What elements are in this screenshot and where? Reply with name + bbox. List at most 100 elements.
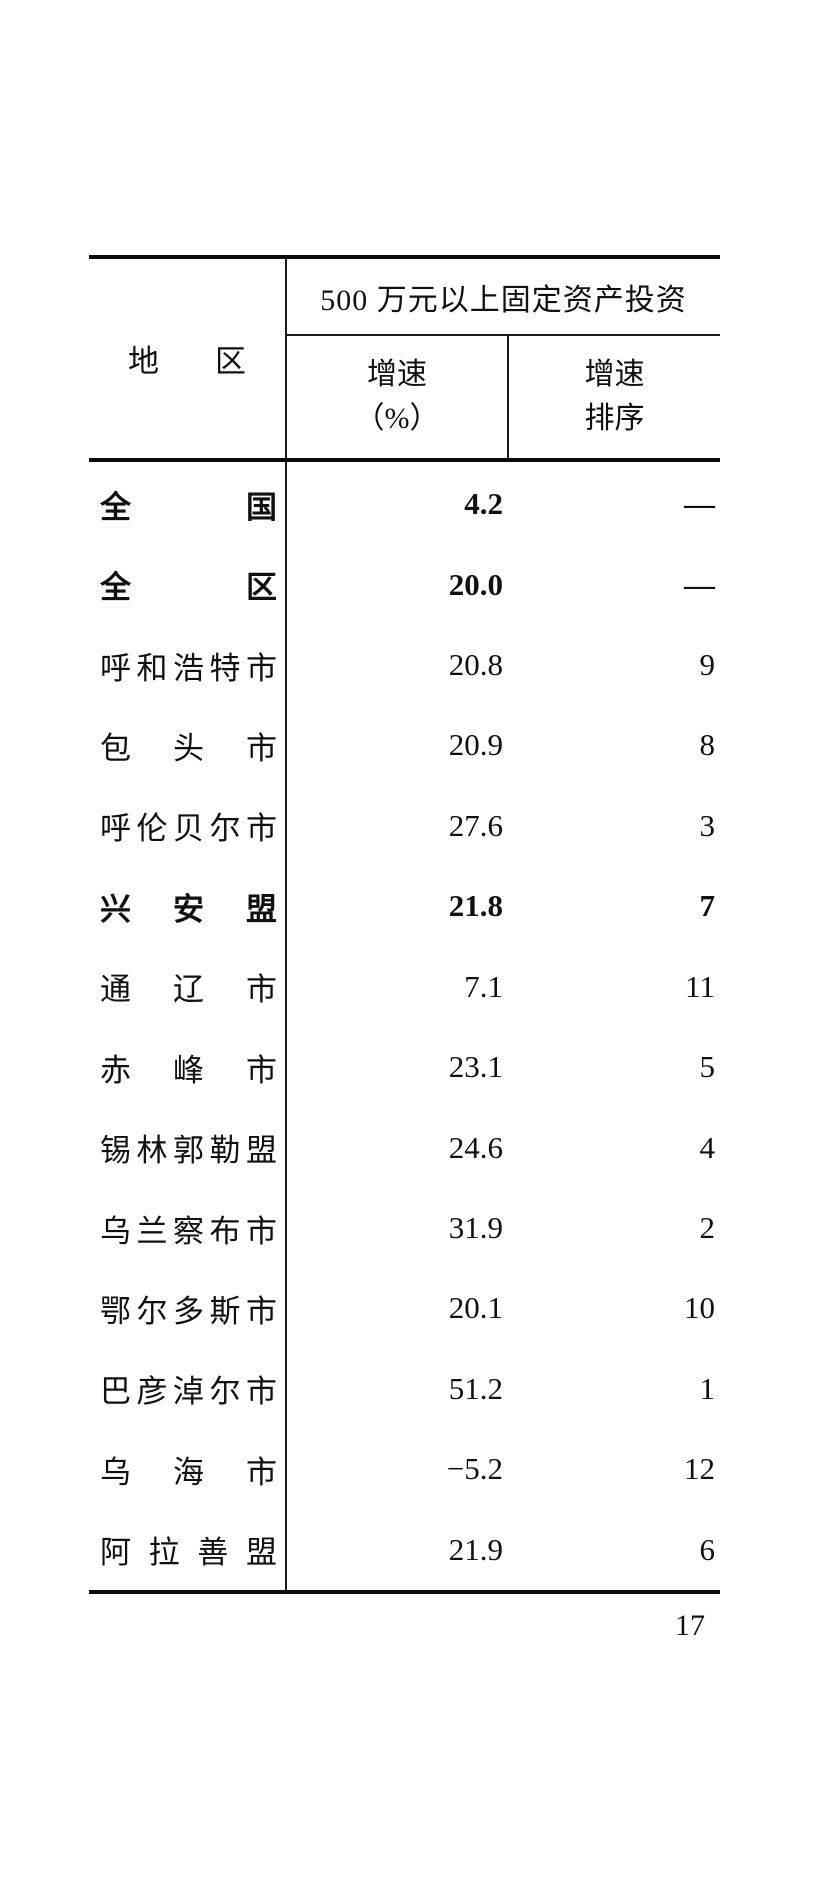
region-name: 呼伦贝尔市 <box>89 803 287 848</box>
region-name: 呼和浩特市 <box>89 643 287 688</box>
table-row: 鄂尔多斯市 20.1 10 <box>89 1268 720 1348</box>
growth-value: 20.0 <box>448 566 503 602</box>
region-name-char: 头 <box>173 730 204 766</box>
table-row: 兴 安 盟 21.8 7 <box>89 866 720 946</box>
rank-value: 1 <box>699 1370 716 1406</box>
region-name-char: 伦 <box>136 811 168 847</box>
region-name-char: 锡 <box>100 1133 131 1169</box>
region-name-char: 盟 <box>245 1535 277 1571</box>
region-name-char: 盟 <box>246 1133 277 1169</box>
region-name-char: 尔 <box>136 1293 168 1329</box>
table-row: 全区 20.0 — <box>89 544 720 624</box>
rank-header-line2: 排序 <box>584 402 645 435</box>
table-row: 通 辽 市 7.1 11 <box>89 947 720 1027</box>
subheader-divider-line <box>507 336 509 460</box>
region-name-char: 察 <box>173 1213 204 1249</box>
growth-value: 7.1 <box>464 968 503 1004</box>
region-name-char: 尔 <box>209 1374 241 1410</box>
region-name-char: 乌 <box>100 1454 131 1490</box>
region-name-char: 彦 <box>136 1374 168 1410</box>
table-row: 阿拉善盟 21.9 6 <box>89 1509 720 1589</box>
region-name: 鄂尔多斯市 <box>89 1286 287 1331</box>
growth-value: 20.9 <box>448 727 503 763</box>
region-name: 兴安盟 <box>89 884 287 929</box>
region-name-char: 阿 <box>100 1535 131 1571</box>
region-name-char: 通 <box>100 972 131 1008</box>
region-name-char: 市 <box>246 811 277 847</box>
region-name-char: 包 <box>100 730 131 766</box>
table-row: 全国 4.2 — <box>89 464 720 544</box>
rank-value: 4 <box>699 1129 716 1165</box>
growth-rate-column-header-cell: 增速 （%） <box>287 336 507 458</box>
region-name-char: 和 <box>136 650 168 686</box>
region-name-char: 郭 <box>173 1133 204 1169</box>
region-name-char: 国 <box>246 489 277 525</box>
region-name-char: 布 <box>209 1213 241 1249</box>
region-name: 全区 <box>89 562 287 607</box>
region-column-header-cell: 地区 <box>89 259 285 458</box>
table-row: 呼伦贝尔市 27.6 3 <box>89 786 720 866</box>
table-row: 乌 海 市 −5.2 12 <box>89 1429 720 1509</box>
growth-value: −5.2 <box>446 1451 503 1487</box>
region-name-char: 全 <box>100 489 131 525</box>
table-body: 全国 4.2 — 全区 20.0 — 呼和浩特市 20.8 9 包头市 20.9… <box>89 464 720 1590</box>
table-row: 锡林郭勒盟 24.6 4 <box>89 1107 720 1187</box>
region-name-char: 海 <box>173 1454 204 1490</box>
table-row: 呼和浩特市 20.8 9 <box>89 625 720 705</box>
investment-statistics-table: 地区 500 万元以上固定资产投资 增速 （%） 增速 排序 全国 4.2 — … <box>89 255 720 1594</box>
region-name-char: 呼 <box>100 811 131 847</box>
rank-value: 11 <box>685 968 715 1004</box>
region-name: 乌海市 <box>89 1447 287 1492</box>
region-name-char: 乌 <box>100 1213 131 1249</box>
rank-value: 8 <box>699 727 716 763</box>
region-header-char: 区 <box>215 344 246 379</box>
growth-value: 21.8 <box>448 888 503 924</box>
region-name: 阿拉善盟 <box>89 1527 287 1572</box>
region-name: 通辽市 <box>89 964 287 1009</box>
growth-value: 21.9 <box>448 1531 503 1567</box>
table-row: 乌兰察布市 31.9 2 <box>89 1188 720 1268</box>
region-name: 全国 <box>89 482 287 527</box>
column-divider-line <box>285 259 287 1590</box>
region-name-char: 兰 <box>136 1213 168 1249</box>
table-row: 巴彦淖尔市 51.2 1 <box>89 1349 720 1429</box>
region-column-header-label: 地区 <box>128 336 246 381</box>
region-name-char: 辽 <box>173 972 204 1008</box>
growth-rate-header-line2: （%） <box>354 402 440 435</box>
region-name-char: 呼 <box>100 650 131 686</box>
rank-value: — <box>684 566 715 602</box>
rank-value: 2 <box>699 1210 716 1245</box>
table-row: 包 头 市 20.9 8 <box>89 705 720 785</box>
region-name: 包头市 <box>89 723 287 768</box>
region-name-char: 贝 <box>173 811 204 847</box>
region-name-char: 多 <box>173 1293 204 1329</box>
table-row: 赤 峰 市 23.1 5 <box>89 1027 720 1107</box>
rank-value: 5 <box>699 1049 716 1085</box>
region-name-char: 市 <box>246 1454 277 1490</box>
growth-value: 23.1 <box>448 1049 503 1085</box>
rank-value: 7 <box>699 888 716 924</box>
region-name-char: 鄂 <box>100 1293 131 1329</box>
region-name: 乌兰察布市 <box>89 1206 287 1251</box>
rank-header-line1: 增速 <box>584 358 645 391</box>
region-name-char: 全 <box>100 570 131 606</box>
region-name-char: 安 <box>173 891 204 927</box>
region-name-char: 市 <box>246 972 277 1008</box>
growth-value: 20.1 <box>448 1290 503 1326</box>
page-number: 17 <box>675 1609 705 1642</box>
region-name-char: 特 <box>209 650 241 686</box>
region-name: 锡林郭勒盟 <box>89 1125 287 1170</box>
growth-value: 51.2 <box>448 1370 503 1406</box>
region-name-char: 巴 <box>100 1374 131 1410</box>
region-name-char: 市 <box>246 1293 277 1329</box>
subheader-top-rule <box>287 334 720 336</box>
growth-value: 20.8 <box>448 647 503 683</box>
region-name-char: 市 <box>246 1374 277 1410</box>
region-name-char: 善 <box>197 1535 229 1571</box>
region-name: 赤峰市 <box>89 1045 287 1090</box>
growth-value: 24.6 <box>448 1129 503 1165</box>
growth-value: 31.9 <box>448 1210 503 1245</box>
span-header-label: 500 万元以上固定资产投资 <box>320 283 687 317</box>
rank-value: 6 <box>699 1531 716 1567</box>
region-header-char: 地 <box>128 344 159 379</box>
